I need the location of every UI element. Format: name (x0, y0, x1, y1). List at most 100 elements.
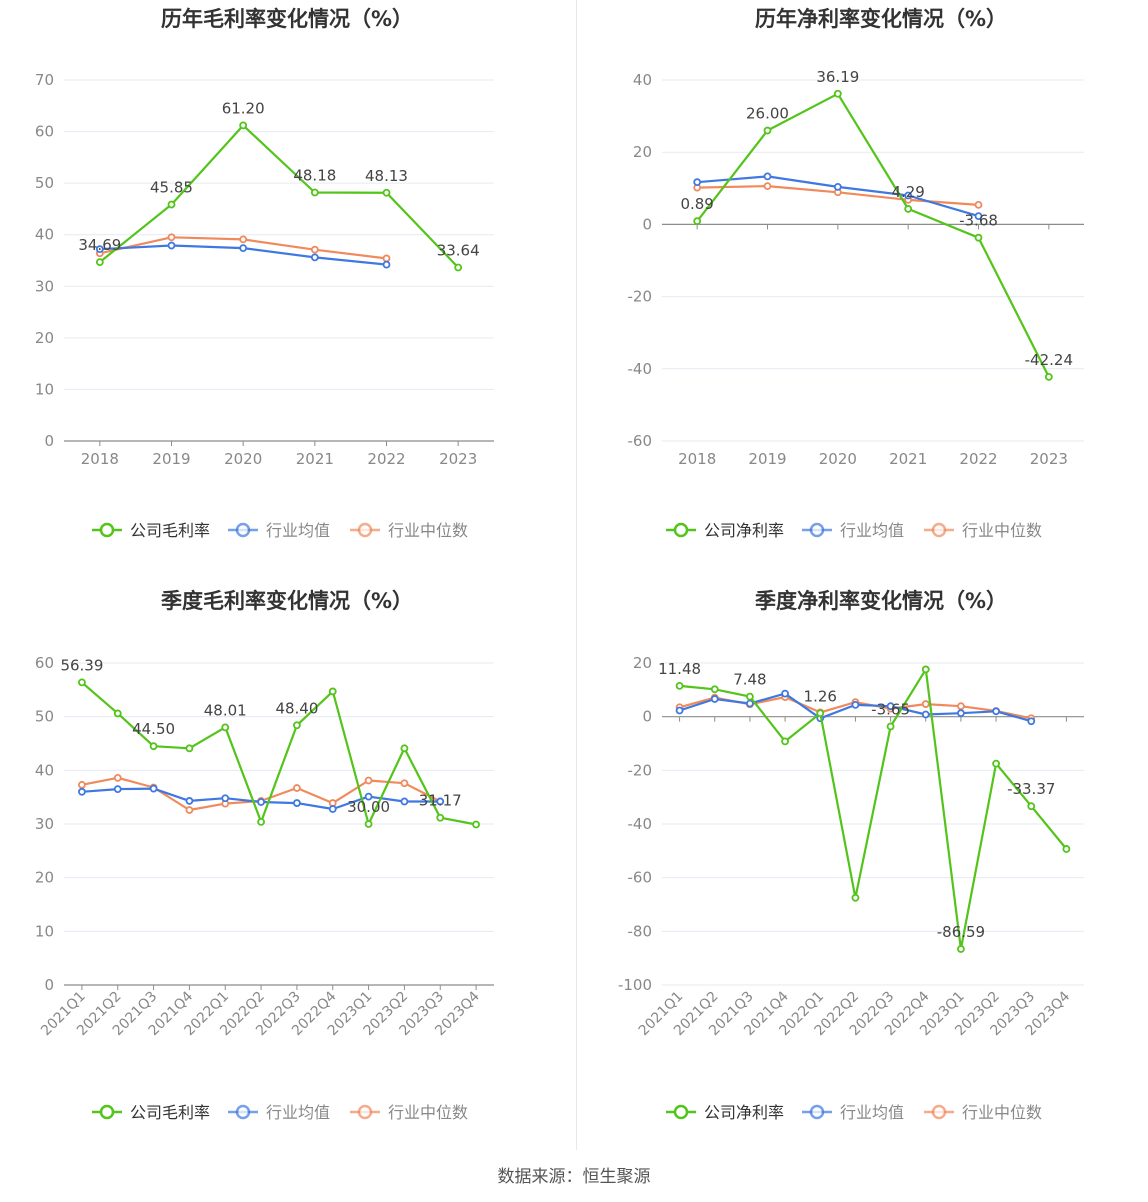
series-line-company (81, 681, 477, 826)
data-point-company (149, 742, 158, 751)
data-point-industry_avg (149, 784, 158, 793)
y-tick-label: 60 (35, 123, 54, 141)
data-label: 48.01 (204, 701, 247, 719)
data-point-company (781, 737, 789, 746)
data-point-company (221, 723, 230, 732)
y-tick-label: -60 (628, 432, 653, 450)
y-tick-label: 40 (633, 71, 652, 89)
data-point-industry_avg (710, 695, 719, 703)
chart-svg: 季度净利率变化情况（%）-100-80-60-40-200202021Q1202… (618, 589, 1084, 1122)
chart-svg: 历年净利率变化情况（%） -60 -40 -20 0 20 40 2018 2019 2020 20… (628, 7, 1084, 540)
data-label: 48.13 (365, 167, 408, 185)
data-point-company (239, 121, 248, 130)
data-point-industry_avg (693, 178, 702, 187)
data-point-company (904, 205, 913, 213)
chart-svg: 历年毛利率变化情况（%） 0 10 20 30 40 50 60 70 2018 2019 2020 2… (35, 7, 494, 540)
data-label: 34.69 (78, 236, 121, 254)
y-tick-label: -60 (628, 869, 653, 887)
data-point-company (472, 820, 480, 829)
legend-swatch-marker (235, 522, 251, 538)
data-point-company (974, 233, 983, 242)
data-label: -33.37 (1007, 780, 1055, 798)
data-label: 31.17 (419, 792, 462, 810)
legend-label: 行业均值 (266, 1103, 330, 1122)
data-point-industry_avg (328, 805, 337, 813)
legend-label: 行业均值 (840, 1103, 904, 1122)
data-point-industry_median (78, 780, 86, 789)
data-point-company (454, 263, 463, 272)
data-point-industry_avg (293, 799, 301, 807)
data-label: 48.18 (293, 167, 336, 185)
data-label: 30.00 (347, 798, 390, 816)
data-label: 11.48 (658, 660, 701, 678)
data-point-company (382, 188, 391, 197)
series-line-company (679, 668, 1068, 951)
data-point-industry_avg (833, 182, 842, 191)
legend-label: 行业均值 (266, 521, 330, 540)
y-tick-label: -80 (628, 922, 653, 940)
data-point-industry_avg (992, 707, 1000, 716)
data-point-industry_avg (95, 245, 104, 254)
legend-swatch-marker (809, 1104, 825, 1120)
data-point-company (310, 188, 319, 197)
data-point-industry_avg (78, 787, 86, 796)
y-tick-label: -20 (628, 761, 653, 779)
data-label: -42.24 (1025, 351, 1073, 369)
data-label: 45.85 (150, 179, 193, 197)
data-point-company (185, 744, 194, 753)
data-label: 36.19 (816, 68, 859, 86)
data-label: -3.65 (871, 700, 910, 718)
y-tick-label: 40 (35, 226, 54, 244)
legend-label: 公司毛利率 (130, 1103, 210, 1122)
legend-swatch-marker (809, 522, 825, 538)
data-point-industry_avg (364, 792, 373, 801)
y-tick-label: 50 (35, 174, 54, 192)
legend-swatch-marker (99, 522, 115, 538)
x-tick-label: 2023 (439, 450, 477, 468)
data-point-company (746, 692, 754, 701)
data-point-industry_median (185, 806, 194, 814)
series-line-industry_avg (697, 175, 979, 218)
y-tick-label: 0 (44, 432, 54, 450)
vertical-divider (576, 0, 577, 1150)
data-point-industry_median (167, 233, 176, 242)
data-point-industry_avg (167, 241, 176, 250)
data-point-company (167, 200, 176, 209)
data-point-industry_avg (221, 794, 230, 803)
legend-swatch-marker (931, 522, 947, 538)
data-point-company (1062, 845, 1071, 853)
legend-label: 公司毛利率 (130, 521, 210, 540)
data-point-company (400, 744, 409, 753)
data-point-industry_avg (239, 244, 248, 253)
chart-annual-gross-margin: 历年毛利率变化情况（%） 0 10 20 30 40 50 60 70 2018 2019 2020 2… (0, 0, 574, 582)
y-tick-label: 30 (35, 815, 54, 833)
legend-swatch-marker (673, 1104, 689, 1120)
data-point-industry_median (310, 245, 319, 254)
chart-title: 历年净利率变化情况（%） (755, 7, 1007, 31)
y-tick-label: 20 (633, 654, 652, 672)
data-point-industry_avg (382, 260, 391, 269)
data-point-company (78, 678, 86, 687)
y-tick-label: 70 (35, 71, 54, 89)
data-label: 26.00 (746, 105, 789, 123)
data-point-industry_median (113, 773, 122, 782)
series-line-company (696, 92, 1050, 378)
data-point-company (710, 685, 719, 694)
chart-title: 季度净利率变化情况（%） (755, 589, 1007, 613)
data-label: 44.50 (132, 720, 175, 738)
y-tick-label: 0 (642, 215, 652, 233)
data-point-industry_avg (886, 702, 895, 711)
data-point-company (113, 709, 122, 718)
legend-label: 公司净利率 (704, 1103, 784, 1122)
data-point-industry_avg (763, 172, 772, 181)
data-point-company (886, 722, 895, 731)
x-tick-label: 2023 (1030, 450, 1068, 468)
chart-title: 季度毛利率变化情况（%） (161, 589, 413, 613)
y-tick-label: 40 (35, 761, 54, 779)
data-point-company (763, 126, 772, 135)
data-point-industry_avg (1027, 717, 1036, 726)
data-label: -86.59 (937, 923, 985, 941)
data-point-industry_avg (257, 798, 265, 806)
data-point-company (992, 759, 1000, 768)
y-tick-label: 0 (44, 976, 54, 994)
